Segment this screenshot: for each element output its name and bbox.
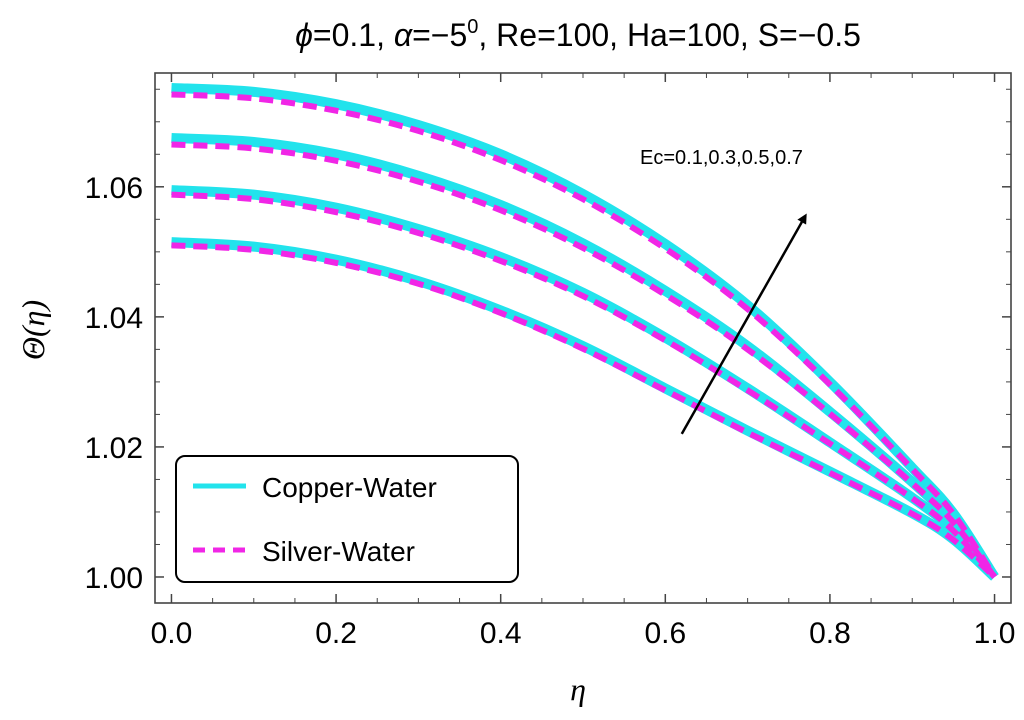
x-tick-label-3: 0.6 [644,617,686,650]
legend-label-silver-water: Silver-Water [262,536,415,567]
x-tick-label-0: 0.0 [151,617,193,650]
y-axis-label: Θ(η) [15,300,51,360]
y-tick-label-2: 1.04 [85,302,143,335]
y-tick-label-1: 1.02 [85,432,143,465]
legend-box [175,455,519,583]
series-line-silver-water-ec-05 [171,141,997,579]
ec-annotation-text: Ec=0.1,0.3,0.5,0.7 [640,147,803,169]
x-tick-label-5: 1.0 [974,617,1016,650]
x-tick-label-1: 0.2 [315,617,357,650]
legend-label-copper-water: Copper-Water [262,472,437,503]
ticks-layer: 0.0 0.2 0.4 0.6 0.8 1.0 1.00 1.02 1.04 1.06 [85,73,1016,650]
x-tick-label-4: 0.8 [809,617,851,650]
chart-title: ϕ=0.1, α=−50, Re=100, Ha=100, S=−0.5 [295,16,861,53]
series-line-silver-water-ec-07 [171,91,998,579]
y-tick-label-3: 1.06 [85,172,143,205]
ec-annotation: Ec=0.1,0.3,0.5,0.7 [640,147,807,435]
series-line-copper-water-ec-07 [171,82,999,580]
y-tick-label-0: 1.00 [85,562,143,595]
x-axis-label: η [570,671,586,707]
series-layer [171,82,999,581]
series-line-copper-water-ec-05 [171,133,999,580]
legend: Copper-Water Silver-Water [175,455,519,583]
ec-arrow [680,213,807,435]
series-line-silver-water-ec-01 [171,242,997,580]
x-tick-label-2: 0.4 [480,617,522,650]
